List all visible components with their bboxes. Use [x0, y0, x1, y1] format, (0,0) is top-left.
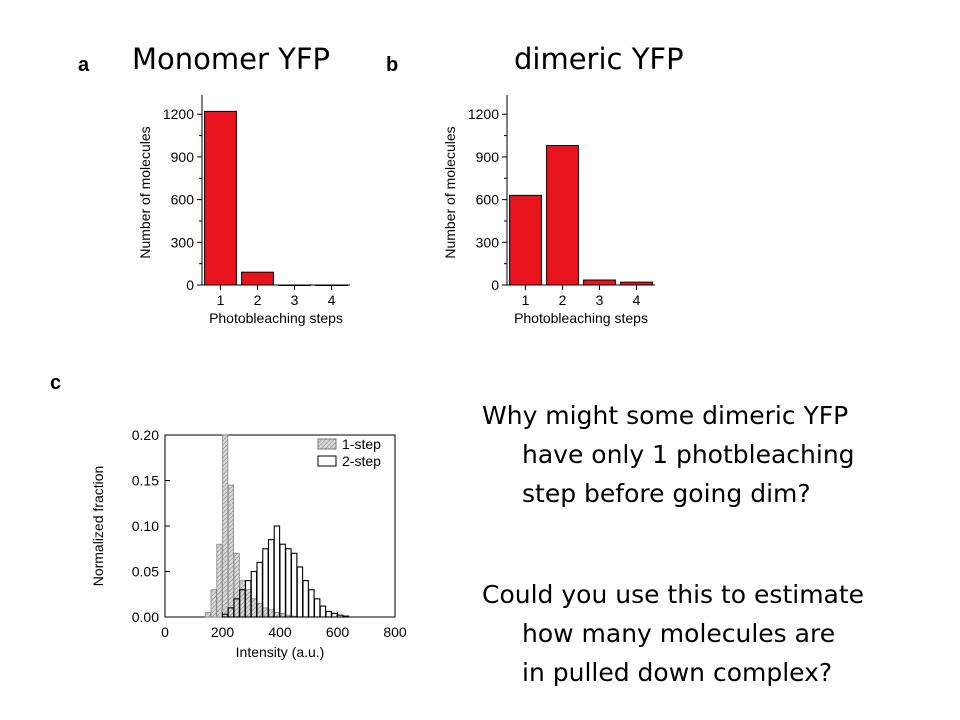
legend-label-1-step: 1-step [342, 436, 381, 452]
x-axis-label: Photobleaching steps [514, 310, 648, 326]
bar-1-step-240 [233, 552, 240, 618]
y-tick-label: 0.10 [132, 518, 159, 534]
question-1-line-1: Why might some dimeric YFP [482, 401, 849, 430]
x-tick-label: 400 [268, 624, 292, 640]
bar-2-step-540 [319, 605, 327, 618]
title-dimeric-yfp: dimeric YFP [514, 42, 684, 76]
bar-4 [620, 281, 653, 286]
bar-1-step-180 [216, 543, 223, 618]
bar-2-step-340 [262, 548, 269, 618]
bar-2-step-620 [342, 615, 350, 618]
chart-intensity-histogram: 0.00 0.05 0.10 0.15 0.20 0 200 400 600 800 1-step2… [90, 427, 407, 660]
x-axis-label: Intensity (a.u.) [236, 644, 325, 660]
panel-letter-a: a [78, 54, 90, 76]
bar-2-step-440 [290, 552, 298, 618]
x-tick-label-2: 2 [559, 292, 567, 308]
bar-1-step-360 [268, 609, 275, 618]
y-axis-label: Normalized fraction [90, 466, 106, 587]
question-2-line-1: Could you use this to estimate [482, 580, 865, 609]
x-tick-label-1: 1 [217, 292, 225, 308]
legend-swatch-2-step [317, 455, 337, 467]
question-2-line-2: how many molecules are [522, 619, 836, 648]
y-tick-label: 0.00 [132, 609, 159, 625]
legend-swatch-1-step [317, 438, 337, 450]
bar-1-step-300 [250, 598, 257, 618]
x-tick-label-4: 4 [633, 292, 641, 308]
y-tick-label: 1200 [163, 106, 194, 122]
y-axis-label: Number of molecules [137, 126, 153, 258]
x-tick-label: 800 [383, 624, 407, 640]
x-tick-label-3: 3 [596, 292, 604, 308]
x-tick-label: 200 [211, 624, 235, 640]
bar-2-step-480 [302, 580, 309, 618]
bar-2-step-520 [313, 598, 321, 618]
x-tick-label-1: 1 [522, 292, 530, 308]
y-tick-label: 300 [171, 234, 195, 250]
x-tick-label: 0 [161, 624, 169, 640]
bar-1-step-160 [210, 589, 217, 618]
bar-2-step-580 [331, 612, 338, 618]
y-tick-label: 0 [186, 277, 194, 293]
bar-2-step-360 [267, 539, 275, 618]
y-tick-label: 300 [476, 234, 500, 250]
y-tick-label: 600 [171, 192, 195, 208]
bar-2-step-380 [273, 525, 281, 618]
legend-label-2-step: 2-step [342, 453, 381, 469]
x-tick-label-4: 4 [328, 292, 336, 308]
title-monomer-yfp: Monomer YFP [132, 42, 331, 76]
y-tick-label: 900 [476, 149, 500, 165]
bar-1-step-380 [273, 612, 280, 618]
y-tick-label: 0.20 [132, 427, 159, 443]
bar-1-step-280 [245, 589, 252, 618]
y-axis-label: Number of molecules [442, 126, 458, 258]
question-1-line-3: step before going dim? [522, 479, 811, 508]
x-tick-label-2: 2 [254, 292, 262, 308]
chart-monomer-yfp: 0 300 600 900 1200 1 2 3 4 Photobleaching steps Nu… [137, 95, 350, 326]
y-tick-label: 0.05 [132, 564, 159, 580]
y-tick-label: 0 [491, 277, 499, 293]
chart-dimeric-yfp: 0 300 600 900 1200 1 2 3 4 Photobleaching steps Nu… [442, 95, 655, 326]
bar-1-step-260 [239, 580, 246, 618]
bar-1-step-220 [227, 484, 234, 618]
bar-1-step-140 [204, 612, 211, 618]
y-tick-label: 0.15 [132, 473, 159, 489]
question-2-line-3: in pulled down complex? [522, 658, 833, 687]
bar-2-step-600 [336, 614, 344, 618]
bar-1-step-200 [222, 434, 229, 618]
question-1-line-2: have only 1 photbleaching [522, 440, 855, 469]
bar-2-step-500 [308, 589, 315, 618]
panel-letter-c: c [50, 372, 62, 394]
panel-letter-b: b [386, 54, 399, 76]
x-tick-label: 600 [326, 624, 350, 640]
y-tick-label: 1200 [468, 106, 499, 122]
bar-2-step-560 [325, 610, 332, 618]
y-tick-label: 900 [171, 149, 195, 165]
x-tick-label-3: 3 [291, 292, 299, 308]
bar-1-step-340 [262, 607, 269, 618]
question-1: Why might some dimeric YFP have only 1 p… [482, 396, 855, 513]
bar-2-step-420 [285, 548, 292, 618]
bar-1-step-320 [256, 602, 263, 618]
bar-1 [509, 194, 542, 286]
bar-2 [546, 145, 579, 286]
bar-1 [204, 110, 237, 286]
bar-3 [583, 279, 616, 286]
bar-2 [241, 271, 274, 286]
question-2: Could you use this to estimate how many … [482, 575, 864, 692]
x-axis-label: Photobleaching steps [209, 310, 343, 326]
y-tick-label: 600 [476, 192, 500, 208]
bar-2-step-400 [279, 543, 286, 618]
bar-2-step-460 [296, 566, 304, 618]
